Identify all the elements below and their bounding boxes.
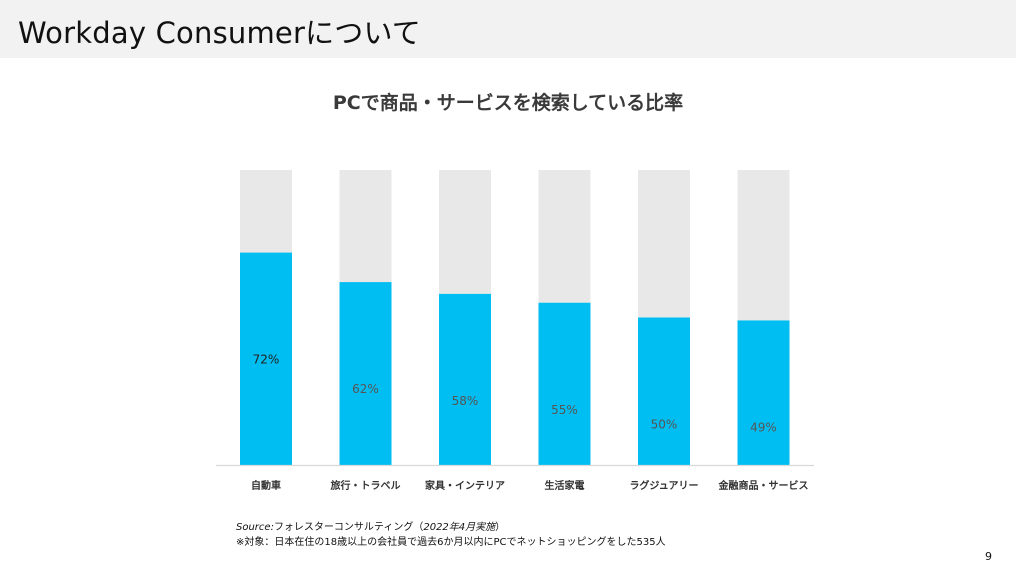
bar [638,317,690,465]
source-label: Source: [236,522,274,533]
source-date: 2022年4月実施 [423,522,496,533]
slide-title: Workday Consumerについて [18,16,421,50]
bar [339,282,392,465]
category-label: 金融商品・サービス [718,479,809,492]
source-note: Source:フォレスターコンサルティング（2022年4月実施） ※対象：日本在… [236,520,666,550]
header-band [0,0,1016,58]
target-note: ※対象：日本在住の18歳以上の会社員で過去6か月以内にPCでネットショッピングを… [236,537,666,548]
data-label: 55% [551,403,578,417]
source-line: Source:フォレスターコンサルティング（2022年4月実施） [236,520,666,535]
data-label: 58% [452,394,479,408]
bar [737,320,790,465]
page-number: 9 [985,550,992,563]
category-label: 生活家電 [545,479,585,492]
bar [439,293,491,465]
category-label: 家具・インテリア [425,479,505,492]
data-label: 72% [253,353,280,367]
category-label: 自動車 [251,479,281,492]
category-label: ラグジュアリー [629,479,698,492]
data-label: 62% [352,382,379,396]
data-label: 49% [750,420,777,434]
category-label: 旅行・トラベル [331,479,401,492]
source-close: ） [495,522,506,533]
bar [240,252,292,465]
data-label: 50% [651,418,678,432]
chart-title: PCで商品・サービスを検索している比率 [332,92,684,114]
bar [538,302,591,465]
source-text: フォレスターコンサルティング（ [273,522,424,533]
